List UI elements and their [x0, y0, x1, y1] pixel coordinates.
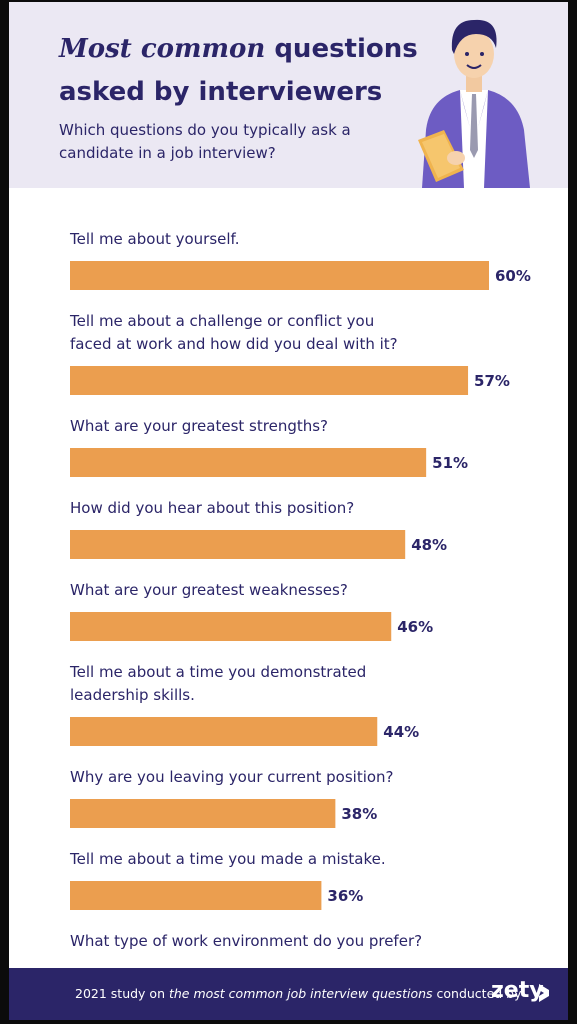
bar	[70, 881, 322, 910]
title-rest: questions	[265, 34, 418, 64]
footer-prefix: 2021 study on	[75, 986, 169, 1001]
bar	[70, 717, 378, 746]
category-label: Why are you leaving your current positio…	[70, 768, 394, 786]
category-label: Tell me about a time you demonstrated	[69, 663, 366, 681]
value-label: 48%	[411, 536, 447, 554]
value-label: 57%	[474, 372, 510, 390]
category-label: What are your greatest strengths?	[70, 417, 328, 435]
category-label: Tell me about a time you made a mistake.	[69, 850, 386, 868]
value-label: 36%	[327, 887, 363, 905]
footer-study-name: the most common job interview questions	[168, 986, 433, 1001]
category-label: How did you hear about this position?	[70, 499, 354, 517]
brand-logo: zety	[491, 978, 544, 1003]
bar	[70, 799, 336, 828]
title-emphasis: Most common	[59, 34, 266, 64]
category-label: What are your greatest weaknesses?	[70, 581, 348, 599]
bar	[70, 612, 392, 641]
bar	[70, 448, 427, 477]
category-label: faced at work and how did you deal with …	[70, 335, 398, 353]
infographic: Most common questions asked by interview…	[9, 2, 568, 1020]
bar	[70, 366, 469, 395]
value-label: 44%	[383, 723, 419, 741]
footer-credit: 2021 study on the most common job interv…	[75, 986, 522, 1001]
footer: 2021 study on the most common job interv…	[9, 968, 568, 1020]
value-label: 51%	[432, 454, 468, 472]
value-label: 46%	[397, 618, 433, 636]
title-line-2: asked by interviewers	[59, 77, 383, 107]
brand-arrow-icon	[539, 984, 549, 1002]
subtitle: Which questions do you typically ask a c…	[59, 121, 351, 162]
header-panel: Most common questions asked by interview…	[9, 2, 568, 188]
interviewer-illustration	[418, 19, 530, 188]
footer-suffix: conducted by	[432, 986, 522, 1001]
category-label: Tell me about a challenge or conflict yo…	[69, 312, 374, 330]
bar-chart: Tell me about yourself. 60% Tell me about …	[69, 230, 531, 950]
category-label: Tell me about yourself.	[69, 230, 240, 248]
category-label: leadership skills.	[70, 686, 195, 704]
value-label: 38%	[341, 805, 377, 823]
title-line-1: Most common questions	[59, 32, 418, 66]
category-label: What type of work environment do you pre…	[70, 932, 422, 950]
bar	[70, 261, 489, 290]
value-label: 60%	[495, 267, 531, 285]
bar	[70, 530, 406, 559]
